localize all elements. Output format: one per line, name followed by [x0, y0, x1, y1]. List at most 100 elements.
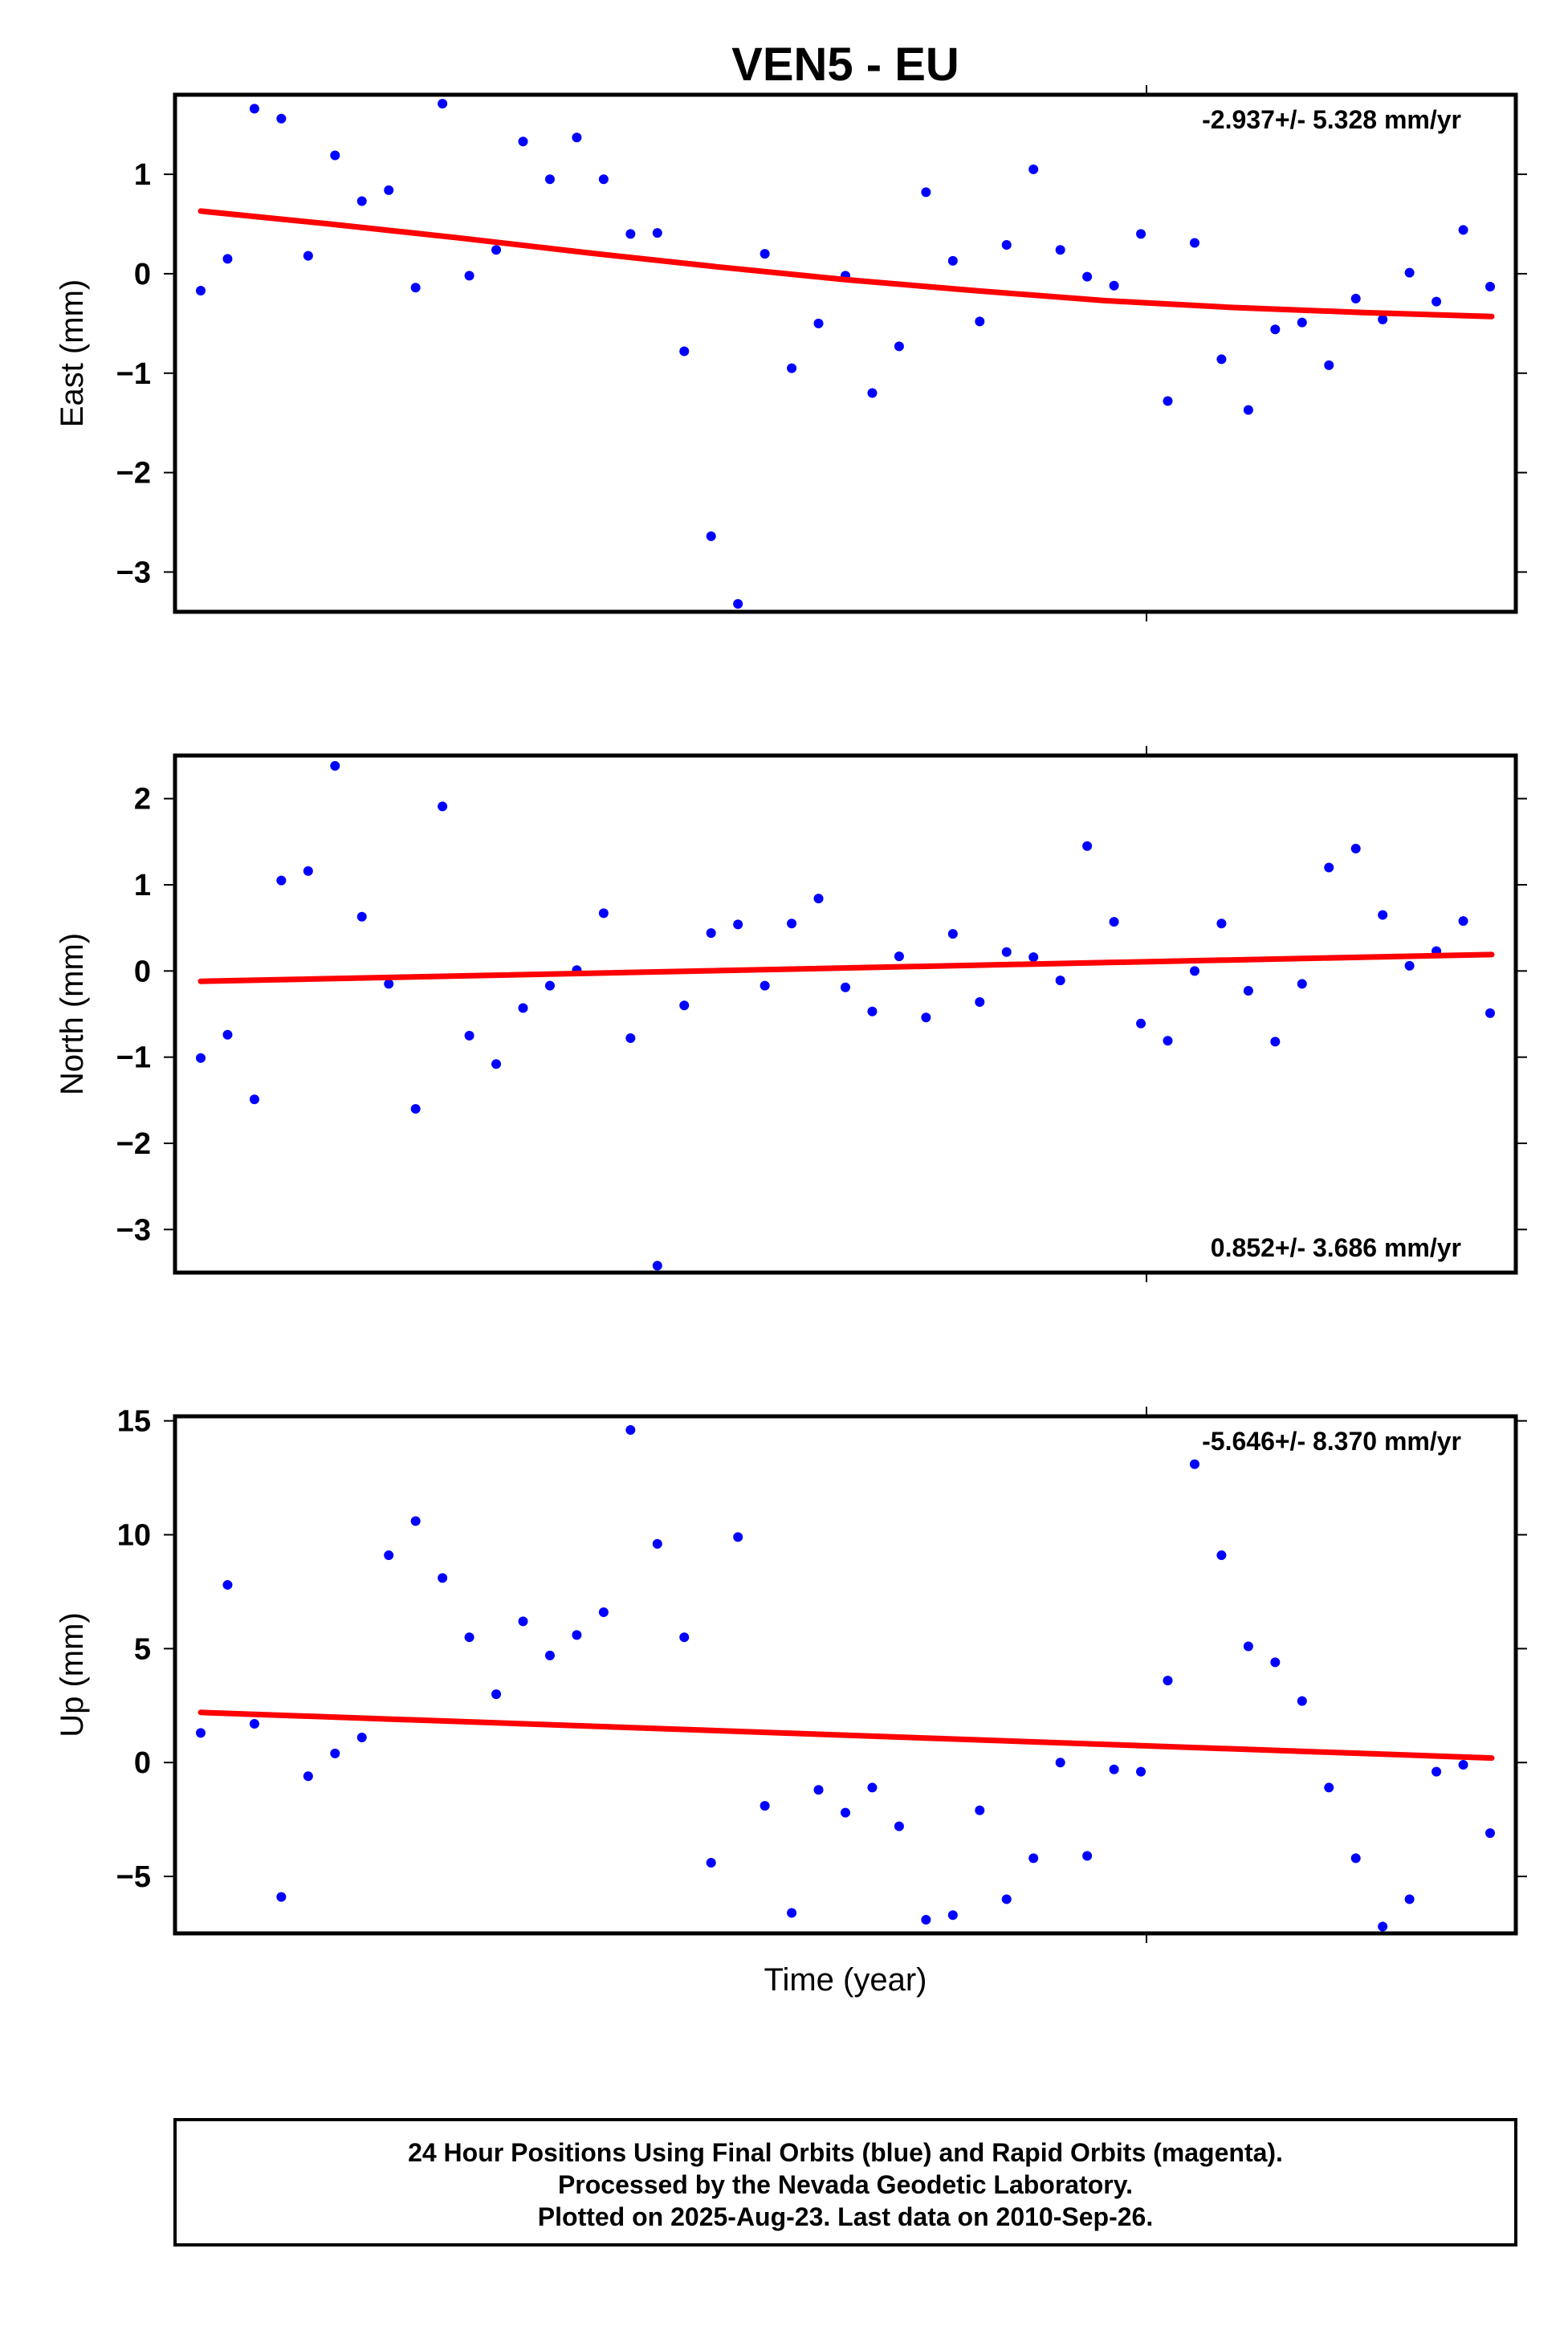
up-data-point — [679, 1632, 690, 1643]
up-y-axis-label: Up (mm) — [55, 1612, 90, 1737]
east-plot-frame — [173, 92, 1518, 614]
north-data-point — [813, 894, 824, 904]
up-data-point — [1324, 1782, 1334, 1793]
north-data-point — [1270, 1037, 1281, 1047]
up-data-point — [1243, 1641, 1253, 1652]
north-data-point — [1163, 1036, 1173, 1046]
north-data-point — [1109, 917, 1119, 927]
north-data-point — [867, 1006, 878, 1016]
east-ytick-label: −3 — [116, 556, 151, 589]
east-data-point — [1324, 360, 1334, 370]
footer-line-2: Processed by the Nevada Geodetic Laborat… — [558, 2170, 1133, 2199]
north-data-point — [249, 1094, 259, 1105]
up-data-point — [1404, 1894, 1415, 1904]
east-data-point — [706, 531, 716, 541]
up-data-point — [1136, 1766, 1146, 1777]
up-data-point — [813, 1785, 824, 1795]
north-data-point — [652, 1261, 662, 1271]
north-data-point — [841, 982, 850, 992]
east-data-point — [1270, 324, 1281, 335]
up-ytick-label: 10 — [117, 1519, 151, 1553]
north-data-point — [1001, 947, 1012, 957]
north-data-point — [598, 908, 609, 919]
east-data-point — [1082, 271, 1093, 282]
east-data-point — [330, 150, 340, 161]
up-data-point — [894, 1821, 904, 1831]
east-data-point — [1136, 229, 1146, 239]
up-data-point — [1432, 1766, 1442, 1777]
east-data-point — [356, 196, 367, 206]
east-data-point — [1216, 354, 1227, 365]
north-data-point — [1243, 986, 1253, 996]
north-data-point — [464, 1030, 474, 1041]
up-data-point — [921, 1914, 931, 1925]
east-data-point — [1378, 314, 1388, 324]
east-panel: 1 0 −1 −2 −3 -2.937+/- 5.328 mm/yr East (mm) — [55, 85, 1527, 621]
up-data-point — [356, 1733, 367, 1743]
north-data-point — [1485, 1008, 1495, 1018]
up-data-point — [303, 1771, 313, 1782]
east-ytick-label: 1 — [134, 158, 151, 192]
east-ytick-label: 0 — [134, 258, 151, 291]
north-data-point — [1350, 843, 1361, 853]
east-data-point — [1243, 405, 1253, 415]
east-data-point — [1109, 280, 1119, 291]
up-data-point — [1001, 1894, 1012, 1904]
up-data-point — [1378, 1921, 1388, 1932]
north-data-point — [491, 1059, 502, 1069]
up-data-point — [438, 1573, 448, 1583]
east-data-point — [787, 363, 797, 373]
east-data-point — [813, 318, 824, 328]
up-data-point — [518, 1616, 528, 1627]
east-data-point — [598, 174, 609, 185]
north-data-point — [276, 875, 287, 886]
east-data-point — [438, 99, 448, 109]
up-data-point — [572, 1630, 582, 1640]
x-axis-label: Time (year) — [764, 1962, 927, 1998]
up-ytick-label: −5 — [116, 1860, 151, 1894]
up-data-point — [384, 1550, 394, 1561]
up-data-point — [464, 1632, 474, 1643]
up-panel: 15 10 5 0 −5 -5.646+/- 8.370 mm/yr Up (mm) — [55, 1405, 1527, 1943]
north-data-point — [921, 1012, 931, 1023]
up-data-point — [1485, 1828, 1495, 1839]
east-data-point — [572, 132, 582, 143]
north-ytick-label: 2 — [134, 783, 151, 817]
east-data-point — [249, 104, 259, 114]
north-data-point — [1136, 1018, 1146, 1029]
up-data-point — [1270, 1657, 1281, 1668]
east-ytick-label: −2 — [116, 457, 151, 491]
north-ytick-label: −1 — [116, 1041, 151, 1075]
east-y-axis-label: East (mm) — [55, 279, 90, 427]
up-ytick-label: 0 — [134, 1746, 151, 1780]
east-data-point — [1404, 267, 1415, 278]
north-data-point — [975, 996, 985, 1007]
east-data-point — [652, 228, 662, 238]
up-data-point — [1163, 1676, 1173, 1686]
up-data-point — [544, 1650, 555, 1660]
north-data-point — [947, 929, 958, 939]
north-data-point — [1324, 862, 1334, 873]
up-data-point — [1189, 1459, 1199, 1469]
up-data-point — [1350, 1853, 1361, 1864]
east-data-point — [518, 136, 528, 147]
chart-title: VEN5 - EU — [731, 39, 959, 91]
up-data-point — [706, 1858, 716, 1868]
east-ytick-label: −1 — [116, 357, 151, 391]
north-data-point — [760, 980, 770, 991]
east-data-point — [1432, 296, 1442, 307]
north-data-point — [544, 980, 555, 991]
up-ytick-label: 5 — [134, 1632, 151, 1666]
north-data-point — [222, 1029, 233, 1040]
east-rate-label: -2.937+/- 5.328 mm/yr — [1202, 105, 1461, 134]
up-data-point — [652, 1538, 662, 1549]
up-data-point — [1028, 1853, 1039, 1864]
east-data-point — [544, 174, 555, 185]
up-data-point — [975, 1805, 985, 1815]
north-data-point — [438, 801, 448, 812]
up-data-point — [947, 1910, 958, 1921]
east-data-point — [276, 113, 287, 124]
north-rate-label: 0.852+/- 3.686 mm/yr — [1211, 1233, 1461, 1262]
north-data-point — [384, 979, 394, 989]
